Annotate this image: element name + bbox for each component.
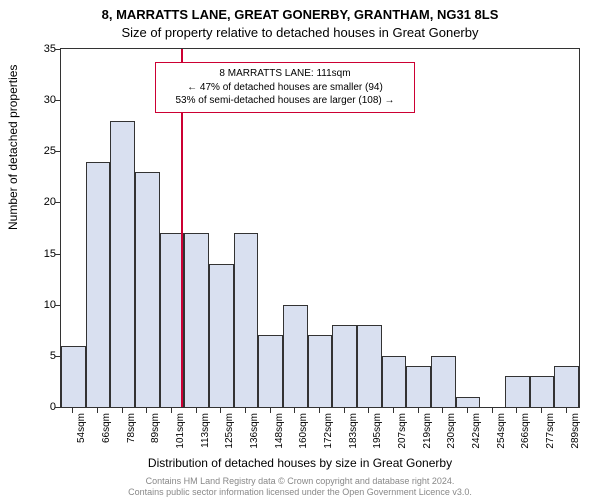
annotation-line: ← 47% of detached houses are smaller (94… (162, 81, 408, 95)
x-tick-mark (122, 408, 123, 413)
x-tick-mark (442, 408, 443, 413)
y-tick-mark (55, 151, 60, 152)
y-tick-label: 15 (26, 248, 56, 260)
x-tick-label: 277sqm (545, 413, 556, 463)
x-tick-mark (97, 408, 98, 413)
footer-line-2: Contains public sector information licen… (0, 487, 600, 498)
x-tick-label: 66sqm (101, 413, 112, 463)
x-tick-mark (72, 408, 73, 413)
x-tick-label: 125sqm (224, 413, 235, 463)
x-tick-label: 148sqm (274, 413, 285, 463)
histogram-bar (406, 366, 431, 407)
x-tick-mark (146, 408, 147, 413)
histogram-bar (456, 397, 481, 407)
histogram-bar (283, 305, 308, 407)
histogram-bar (332, 325, 357, 407)
annotation-box: 8 MARRATTS LANE: 111sqm← 47% of detached… (155, 62, 415, 113)
histogram-bar (135, 172, 160, 407)
histogram-bar (258, 335, 283, 407)
annotation-line: 8 MARRATTS LANE: 111sqm (162, 67, 408, 81)
x-tick-mark (516, 408, 517, 413)
x-tick-label: 89sqm (150, 413, 161, 463)
x-tick-label: 136sqm (249, 413, 260, 463)
y-tick-label: 20 (26, 196, 56, 208)
x-tick-mark (196, 408, 197, 413)
x-tick-mark (294, 408, 295, 413)
histogram-bar (382, 356, 407, 407)
histogram-bar (505, 376, 530, 407)
x-tick-mark (492, 408, 493, 413)
y-tick-label: 25 (26, 145, 56, 157)
x-tick-mark (541, 408, 542, 413)
y-tick-mark (55, 49, 60, 50)
histogram-bar (308, 335, 333, 407)
y-tick-mark (55, 407, 60, 408)
histogram-bar (530, 376, 555, 407)
x-tick-label: 78sqm (126, 413, 137, 463)
y-tick-mark (55, 100, 60, 101)
y-tick-label: 35 (26, 43, 56, 55)
y-axis-label: Number of detached properties (6, 65, 20, 230)
x-tick-label: 242sqm (471, 413, 482, 463)
y-tick-label: 10 (26, 299, 56, 311)
title-block: 8, MARRATTS LANE, GREAT GONERBY, GRANTHA… (0, 0, 600, 41)
x-tick-label: 230sqm (446, 413, 457, 463)
histogram-bar (209, 264, 234, 407)
x-tick-mark (319, 408, 320, 413)
x-tick-mark (270, 408, 271, 413)
x-tick-label: 289sqm (570, 413, 581, 463)
x-tick-label: 160sqm (298, 413, 309, 463)
x-tick-mark (171, 408, 172, 413)
x-tick-mark (566, 408, 567, 413)
y-tick-label: 5 (26, 350, 56, 362)
x-tick-label: 219sqm (422, 413, 433, 463)
x-tick-label: 195sqm (372, 413, 383, 463)
footer-note: Contains HM Land Registry data © Crown c… (0, 476, 600, 499)
x-tick-label: 207sqm (397, 413, 408, 463)
chart-subtitle: Size of property relative to detached ho… (0, 24, 600, 42)
chart-title: 8, MARRATTS LANE, GREAT GONERBY, GRANTHA… (0, 6, 600, 24)
y-tick-label: 0 (26, 401, 56, 413)
histogram-bar (86, 162, 111, 407)
x-tick-label: 183sqm (348, 413, 359, 463)
footer-line-1: Contains HM Land Registry data © Crown c… (0, 476, 600, 487)
x-tick-label: 101sqm (175, 413, 186, 463)
x-tick-label: 113sqm (200, 413, 211, 463)
y-tick-mark (55, 356, 60, 357)
y-tick-mark (55, 202, 60, 203)
y-tick-mark (55, 305, 60, 306)
histogram-bar (234, 233, 259, 407)
x-tick-label: 266sqm (520, 413, 531, 463)
histogram-bar (554, 366, 579, 407)
x-tick-mark (368, 408, 369, 413)
x-tick-mark (418, 408, 419, 413)
chart-container: 8, MARRATTS LANE, GREAT GONERBY, GRANTHA… (0, 0, 600, 500)
x-tick-mark (245, 408, 246, 413)
y-tick-label: 30 (26, 94, 56, 106)
x-tick-mark (220, 408, 221, 413)
x-tick-mark (393, 408, 394, 413)
x-tick-label: 254sqm (496, 413, 507, 463)
histogram-bar (357, 325, 382, 407)
histogram-bar (184, 233, 209, 407)
x-tick-label: 54sqm (76, 413, 87, 463)
annotation-line: 53% of semi-detached houses are larger (… (162, 94, 408, 108)
y-tick-mark (55, 254, 60, 255)
histogram-bar (110, 121, 135, 407)
x-tick-mark (467, 408, 468, 413)
x-tick-label: 172sqm (323, 413, 334, 463)
histogram-bar (61, 346, 86, 407)
x-tick-mark (344, 408, 345, 413)
histogram-bar (431, 356, 456, 407)
